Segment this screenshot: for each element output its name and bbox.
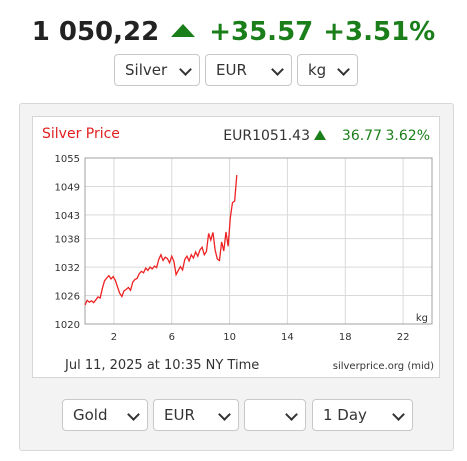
y-tick-label: 1055 xyxy=(55,154,80,165)
metal-select-value: Silver xyxy=(125,61,168,79)
chevron-down-icon xyxy=(218,408,231,421)
chart-source: silverprice.org (mid) xyxy=(333,361,434,372)
x-tick-label: 6 xyxy=(169,332,175,343)
unit-select[interactable]: kg xyxy=(297,54,358,86)
chevron-down-icon xyxy=(392,408,405,421)
unit-label: kg xyxy=(416,313,428,324)
price-change: +35.57 xyxy=(209,17,314,47)
triangle-up-icon xyxy=(171,24,196,37)
chart-grid xyxy=(85,157,432,325)
y-tick-label: 1032 xyxy=(55,263,80,274)
price-change-percent: +3.51% xyxy=(323,17,436,47)
price-line xyxy=(84,175,238,306)
x-tick-label: 22 xyxy=(397,332,410,343)
current-price: 1 050,22 xyxy=(31,17,160,47)
chart-currency-select-value: EUR xyxy=(164,406,195,424)
unit-select-value: kg xyxy=(308,61,327,79)
chevron-down-icon xyxy=(285,408,298,421)
chevron-down-icon xyxy=(337,63,350,76)
y-tick-label: 1049 xyxy=(55,182,80,193)
x-tick-label: 2 xyxy=(111,332,117,343)
chart-timestamp: Jul 11, 2025 at 10:35 NY Time xyxy=(64,358,259,373)
y-tick-label: 1026 xyxy=(55,292,80,303)
x-axis: 2 6 10 14 18 22 xyxy=(111,332,410,343)
y-tick-label: 1043 xyxy=(55,211,80,222)
chart-metal-select[interactable]: Gold xyxy=(62,399,148,431)
x-tick-label: 18 xyxy=(339,332,352,343)
currency-select-value: EUR xyxy=(216,61,247,79)
price-chart: Silver Price 3.62% 36.77 EUR1051.43 1020… xyxy=(32,116,440,378)
y-tick-label: 1020 xyxy=(55,320,80,331)
chart-currency-select[interactable]: EUR xyxy=(153,399,239,431)
summary-change: 36.77 xyxy=(342,128,382,144)
x-tick-label: 10 xyxy=(223,332,236,343)
currency-select[interactable]: EUR xyxy=(205,54,292,86)
summary-price: EUR1051.43 xyxy=(223,128,310,144)
chevron-down-icon xyxy=(179,63,192,76)
summary-change-percent: 3.62% xyxy=(386,128,430,144)
current-price-header: 1 050,22 +35.57 +3.51% xyxy=(0,14,467,50)
chevron-down-icon xyxy=(127,408,140,421)
chart-range-select[interactable]: 1 Day xyxy=(312,399,413,431)
plot-area-frame xyxy=(84,157,433,325)
chart-unit-select[interactable] xyxy=(244,399,306,431)
triangle-up-icon xyxy=(314,130,326,140)
x-tick-label: 14 xyxy=(281,332,294,343)
price-chart-svg: Silver Price 3.62% 36.77 EUR1051.43 1020… xyxy=(42,126,434,373)
y-tick-label: 1038 xyxy=(55,235,80,246)
metal-select[interactable]: Silver xyxy=(114,54,200,86)
chart-title: Silver Price xyxy=(42,126,120,142)
y-axis: 1020 1026 1032 1038 1043 1049 1055 xyxy=(55,154,80,331)
chart-metal-select-value: Gold xyxy=(73,406,108,424)
chart-range-select-value: 1 Day xyxy=(323,406,367,424)
chevron-down-icon xyxy=(271,63,284,76)
